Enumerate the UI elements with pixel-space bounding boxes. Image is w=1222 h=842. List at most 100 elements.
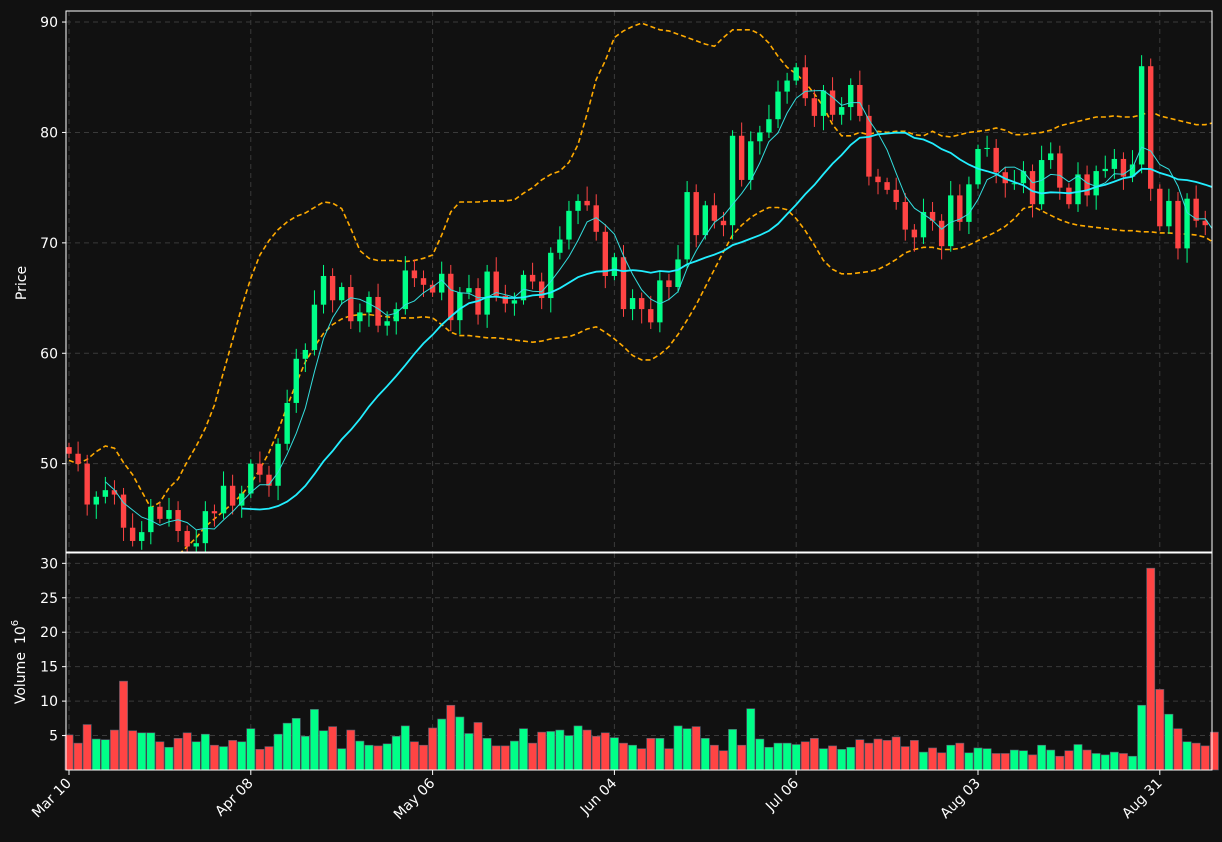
- volume-bar: [928, 747, 937, 771]
- candle-body: [148, 506, 154, 533]
- candle-body: [93, 496, 99, 505]
- candle-body: [884, 182, 890, 190]
- volume-bar: [837, 749, 847, 771]
- candle-body: [257, 463, 263, 475]
- volume-bar: [764, 746, 774, 771]
- volume-bar: [473, 722, 483, 771]
- volume-bar: [746, 708, 756, 771]
- volume-bar: [219, 746, 228, 771]
- candles: [66, 55, 1212, 552]
- volume-axis-label-text: Volume: [13, 652, 29, 704]
- volume-tick-label: 25: [40, 591, 58, 607]
- volume-bar: [882, 740, 892, 771]
- volume-bar: [155, 741, 165, 771]
- volume-bar: [91, 738, 101, 771]
- volume-bar: [1019, 750, 1028, 771]
- volume-bar: [1046, 749, 1056, 771]
- candle-body: [657, 280, 663, 323]
- candle-body: [248, 463, 254, 494]
- candle-body: [1111, 158, 1118, 169]
- candle-body: [311, 304, 318, 350]
- candle-body: [802, 67, 808, 99]
- volume-bar: [510, 740, 519, 771]
- candle-body: [584, 200, 590, 206]
- candle-body: [702, 205, 708, 236]
- candle-body: [457, 292, 463, 321]
- candle-body: [902, 202, 908, 230]
- candle-body: [1138, 66, 1145, 165]
- volume-bar: [573, 725, 583, 771]
- candle-body: [548, 252, 554, 299]
- candle-body: [129, 527, 136, 541]
- volume-bar: [319, 730, 328, 771]
- candle-body: [557, 239, 563, 253]
- candle-body: [1129, 164, 1136, 177]
- candle-body: [1157, 188, 1163, 227]
- candle-body: [329, 275, 336, 301]
- volume-bar: [73, 742, 83, 771]
- candle-body: [529, 274, 536, 282]
- price-tick-label: 90: [40, 15, 58, 31]
- bollinger-lower-line: [180, 205, 1212, 552]
- candle-body: [984, 147, 990, 150]
- candle-body: [829, 90, 836, 115]
- volume-bar: [782, 742, 792, 771]
- volume-bar: [137, 732, 147, 771]
- candle-body: [75, 453, 81, 464]
- volume-bar: [228, 740, 238, 771]
- candle-body: [66, 447, 72, 454]
- volume-bar: [1164, 713, 1174, 771]
- volume-bar: [1146, 567, 1156, 771]
- price-tick-label: 50: [40, 457, 58, 473]
- volume-bar: [210, 744, 219, 771]
- candle-body: [429, 284, 436, 293]
- candle-body: [193, 543, 199, 547]
- volume-bar: [846, 746, 856, 771]
- candle-body: [720, 220, 727, 226]
- candle-body: [766, 119, 772, 133]
- price-tick-label: 60: [40, 346, 58, 362]
- volume-tick-label: 20: [40, 625, 58, 641]
- bollinger-bands: [68, 22, 1212, 552]
- volume-bar: [700, 738, 710, 771]
- moving-averages: [105, 89, 1212, 531]
- candle-body: [111, 490, 118, 495]
- volume-bar: [791, 744, 801, 771]
- candle-body: [502, 295, 509, 304]
- candle-body: [175, 510, 181, 532]
- volume-bar: [164, 746, 174, 771]
- volume-bar: [419, 744, 428, 771]
- volume-bar: [1000, 753, 1010, 771]
- volume-bar: [410, 741, 419, 771]
- volume-bar: [919, 751, 928, 771]
- volume-bar: [264, 746, 274, 771]
- candle-body: [402, 270, 409, 310]
- volume-bar: [900, 746, 910, 771]
- candle-body: [748, 141, 754, 180]
- volume-bar: [800, 741, 810, 771]
- volume-bar: [755, 738, 765, 771]
- volume-bar: [1055, 755, 1065, 771]
- volume-axis-label: Volume 106: [10, 620, 29, 704]
- price-tick-label: 70: [40, 236, 58, 252]
- candle-body: [493, 271, 499, 296]
- volume-bar: [637, 748, 647, 771]
- volume-bar: [982, 748, 992, 771]
- candle-body: [339, 287, 345, 301]
- candle-body: [184, 531, 190, 547]
- candle-body: [820, 90, 827, 116]
- volume-bar: [364, 744, 374, 771]
- candle-body: [1011, 183, 1018, 185]
- volume-bar: [328, 726, 338, 771]
- volume-bar: [1137, 704, 1147, 771]
- candle-body: [993, 147, 999, 173]
- candle-body: [711, 205, 718, 221]
- volume-bar: [955, 742, 965, 771]
- candle-body: [1038, 160, 1045, 205]
- candle-body: [920, 211, 927, 238]
- volume-bar: [173, 738, 183, 771]
- volume-bar: [1100, 754, 1110, 771]
- candle-body: [966, 184, 972, 222]
- volume-bar: [1091, 753, 1101, 771]
- volume-bar: [709, 744, 719, 771]
